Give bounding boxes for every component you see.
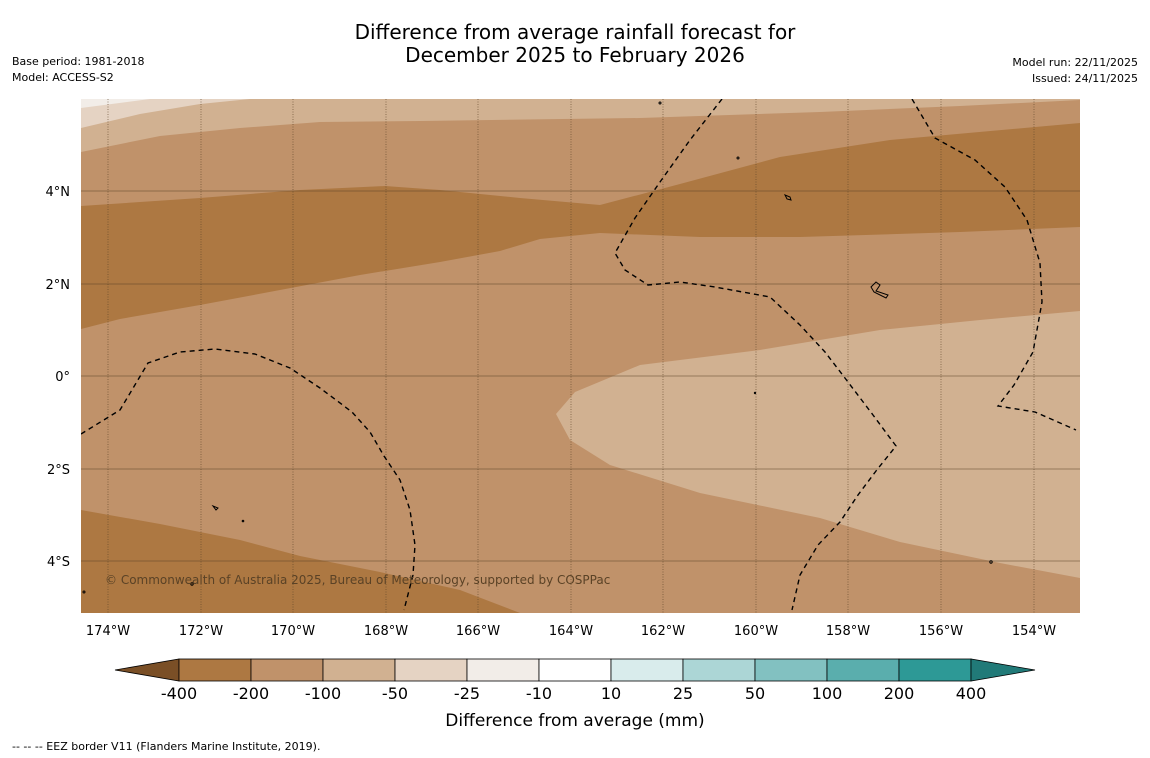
island-dot xyxy=(82,590,86,594)
chart-title-line1: Difference from average rainfall forecas… xyxy=(354,20,796,44)
colorbar-tick-label: -400 xyxy=(161,684,197,703)
colorbar-segment xyxy=(826,658,900,682)
colorbar-tick-label: 50 xyxy=(745,684,765,703)
base-period-text: Base period: 1981-2018 xyxy=(12,55,145,68)
colorbar-extend-right xyxy=(970,658,1036,682)
islands xyxy=(82,101,993,594)
latitude-grid xyxy=(81,190,1080,562)
island-outline xyxy=(211,504,219,511)
copyright-text: © Commonwealth of Australia 2025, Bureau… xyxy=(105,573,610,587)
island-dot xyxy=(736,156,740,160)
lat-label: 4°S xyxy=(47,555,70,570)
colorbar-tick-labels: -400 -200 -100 -50 -25 -10 10 25 50 100 … xyxy=(161,684,986,703)
colorbar xyxy=(114,658,1036,682)
colorbar-tick-label: -50 xyxy=(382,684,408,703)
eez-border-kiribati-east xyxy=(911,99,1077,431)
right-meta: Model run: 22/11/2025 Issued: 24/11/2025 xyxy=(1012,55,1138,87)
island-dot xyxy=(241,519,245,523)
island-dot xyxy=(753,391,757,395)
model-text: Model: ACCESS-S2 xyxy=(12,71,114,84)
lon-label: 156°W xyxy=(919,624,963,639)
colorbar-segment xyxy=(754,658,828,682)
eez-border-tokelau xyxy=(81,348,416,611)
colorbar-tick-label: -10 xyxy=(526,684,552,703)
colorbar-extend-left xyxy=(114,658,180,682)
colorbar-tick-label: 200 xyxy=(884,684,915,703)
anomaly-band-light-dry-north xyxy=(81,99,1080,152)
colorbar-segment xyxy=(322,658,396,682)
lat-label: 2°S xyxy=(47,463,70,478)
colorbar-segment xyxy=(178,658,252,682)
lon-label: 162°W xyxy=(641,624,685,639)
chart-title-line2: December 2025 to February 2026 xyxy=(405,43,745,67)
island-dot xyxy=(190,582,194,586)
lat-label: 0° xyxy=(55,370,70,385)
issued-text: Issued: 24/11/2025 xyxy=(1031,72,1138,85)
lon-label: 160°W xyxy=(734,624,778,639)
map-panel: © Commonwealth of Australia 2025, Bureau… xyxy=(81,99,1080,613)
colorbar-segment xyxy=(682,658,756,682)
eez-borders xyxy=(81,99,1077,611)
anomaly-band-very-light-north xyxy=(81,99,250,128)
colorbar-segment xyxy=(538,658,612,682)
island-dot xyxy=(658,101,662,105)
colorbar-tick-label: 25 xyxy=(673,684,693,703)
longitude-labels: 174°W 172°W 170°W 168°W 166°W 164°W 162°… xyxy=(86,624,1056,639)
island-dot xyxy=(989,560,993,564)
eez-border-kiribati-west xyxy=(614,99,897,611)
colorbar-segment xyxy=(250,658,324,682)
lon-label: 168°W xyxy=(364,624,408,639)
lon-label: 172°W xyxy=(179,624,223,639)
model-run-text: Model run: 22/11/2025 xyxy=(1012,56,1138,69)
colorbar-tick-label: -25 xyxy=(454,684,480,703)
colorbar-tick-label: 100 xyxy=(812,684,843,703)
left-meta: Base period: 1981-2018 Model: ACCESS-S2 xyxy=(12,54,144,86)
colorbar-title: Difference from average (mm) xyxy=(445,711,704,731)
lon-label: 154°W xyxy=(1012,624,1056,639)
longitude-grid xyxy=(107,99,1035,613)
colorbar-segment xyxy=(394,658,468,682)
lon-label: 166°W xyxy=(456,624,500,639)
lat-label: 2°N xyxy=(46,278,71,293)
lon-label: 174°W xyxy=(86,624,130,639)
lon-label: 164°W xyxy=(549,624,593,639)
lon-label: 158°W xyxy=(826,624,870,639)
eez-footnote: -- -- -- EEZ border V11 (Flanders Marine… xyxy=(12,740,321,753)
colorbar-tick-label: 10 xyxy=(601,684,621,703)
island-outline xyxy=(870,281,889,299)
colorbar-tick-label: -100 xyxy=(305,684,341,703)
colorbar-segment xyxy=(610,658,684,682)
colorbar-tick-label: 400 xyxy=(956,684,987,703)
colorbar-segment xyxy=(898,658,972,682)
lat-label: 4°N xyxy=(46,185,71,200)
colorbar-tick-label: -200 xyxy=(233,684,269,703)
latitude-labels: 4°N 2°N 0° 2°S 4°S xyxy=(46,185,71,570)
island-outline xyxy=(783,194,792,201)
colorbar-segment xyxy=(466,658,540,682)
lon-label: 170°W xyxy=(271,624,315,639)
anomaly-band-dry-north xyxy=(81,123,1080,329)
anomaly-wedge-light-dry-east xyxy=(556,311,1080,578)
anomaly-band-near-normal-north xyxy=(81,99,150,108)
